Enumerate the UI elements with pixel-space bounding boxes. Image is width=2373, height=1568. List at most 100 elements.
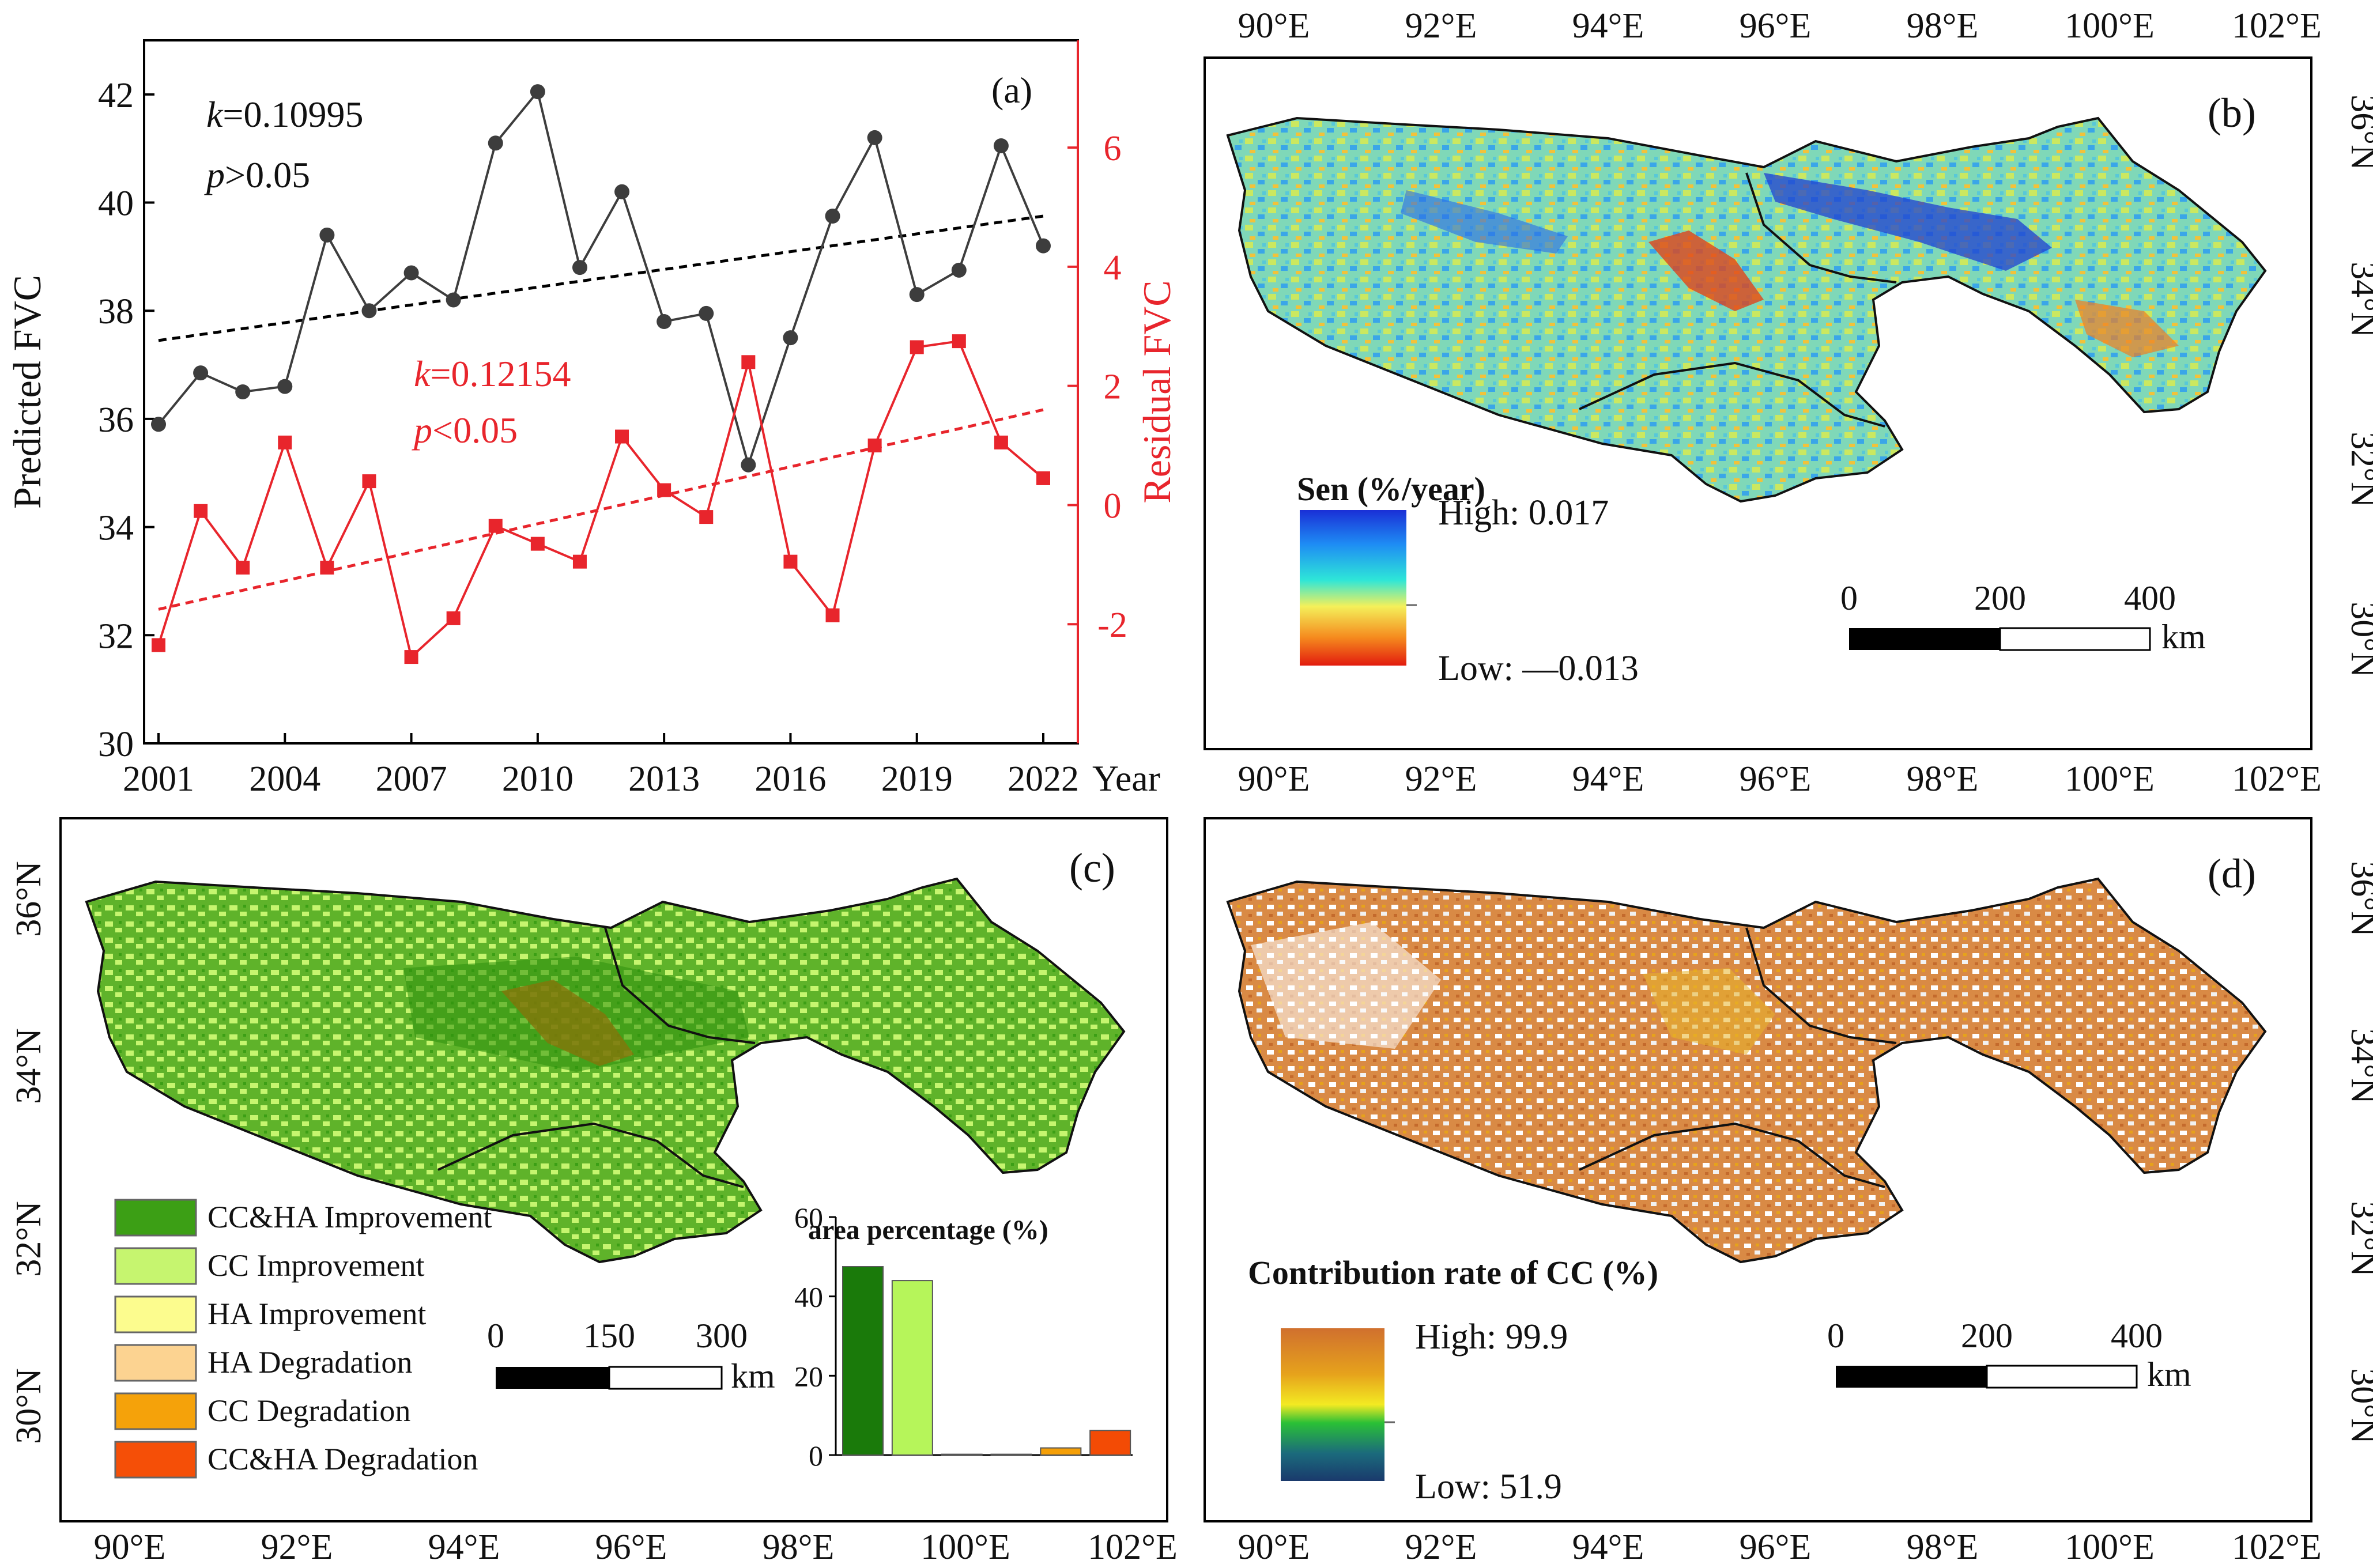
point-predicted-2001 xyxy=(151,417,166,432)
x-axis-label: Year xyxy=(1092,758,1160,799)
x-tick-label: 2004 xyxy=(249,760,320,799)
scale-bar-white xyxy=(1999,627,2151,651)
legend-label: CC&HA Improvement xyxy=(208,1200,492,1234)
inset-bar-3 xyxy=(990,1453,1032,1456)
d-lon-92: 92°E xyxy=(1405,1528,1477,1567)
d-lon-102: 102°E xyxy=(2232,1528,2322,1567)
c-lon-92: 92°E xyxy=(261,1528,333,1567)
point-residual-2002 xyxy=(194,504,208,518)
b-top-lon-90: 90°E xyxy=(1238,6,1310,46)
legend-swatch xyxy=(114,1392,197,1430)
point-residual-2022 xyxy=(1036,471,1050,485)
cc-high-label: High: 99.9 xyxy=(1415,1317,1568,1357)
point-predicted-2006 xyxy=(361,303,377,319)
d-lon-100: 100°E xyxy=(2065,1528,2155,1567)
scale-tick-0: 0 xyxy=(1827,1317,1844,1355)
inset-bar-5 xyxy=(1089,1430,1131,1456)
point-residual-2014 xyxy=(699,510,714,524)
series-line-left xyxy=(157,89,1044,469)
right-tick-label: -2 xyxy=(1097,606,1127,645)
sen-low-label: Low: —0.013 xyxy=(1438,649,1639,688)
left-tick-label: 42 xyxy=(98,76,134,115)
series-layer xyxy=(151,84,1051,664)
c-lon-90: 90°E xyxy=(94,1528,166,1567)
subregion-boundary xyxy=(1579,361,1885,428)
cc-legend-title: Contribution rate of CC (%) xyxy=(1248,1254,1658,1291)
inset-y-ticks: 0 20 40 60 xyxy=(794,1201,836,1472)
scale-tick-1: 200 xyxy=(1961,1317,2013,1355)
inset-tick-label: 20 xyxy=(794,1360,823,1392)
b-bot-lon-96: 96°E xyxy=(1740,760,1812,799)
p1-annotation: p>0.05 xyxy=(204,154,310,195)
point-predicted-2012 xyxy=(614,184,630,199)
b-top-lon-92: 92°E xyxy=(1405,6,1477,46)
scale-bar-white xyxy=(608,1366,723,1390)
point-residual-2018 xyxy=(867,439,882,453)
legend-label: CC Degradation xyxy=(208,1393,410,1428)
panel-c-frame xyxy=(59,817,1168,1522)
legend-swatch xyxy=(114,1247,197,1285)
scale-bar-d: 0 200 400 km xyxy=(1827,1317,2191,1393)
right-tick-label: 4 xyxy=(1104,248,1122,288)
c-lon-96: 96°E xyxy=(595,1528,667,1567)
point-residual-2016 xyxy=(783,554,798,569)
subregion-boundary xyxy=(437,1122,744,1188)
legend-swatch xyxy=(114,1441,197,1479)
b-top-lon-102: 102°E xyxy=(2232,6,2322,46)
inset-bar-2 xyxy=(941,1453,983,1456)
b-bot-lon-94: 94°E xyxy=(1572,760,1644,799)
scale-tick-0: 0 xyxy=(487,1317,504,1355)
legend-label: CC&HA Degradation xyxy=(208,1442,478,1476)
b-lat-34: 34°N xyxy=(2344,262,2373,338)
panel-b-frame xyxy=(1204,56,2312,750)
x-tick-label: 2010 xyxy=(502,760,574,799)
point-predicted-2002 xyxy=(193,365,209,381)
d-lon-90: 90°E xyxy=(1238,1528,1310,1567)
point-predicted-2016 xyxy=(783,330,798,346)
c-lat-32: 32°N xyxy=(9,1201,48,1277)
area-percentage-inset: area percentage (%) 0 20 40 60 xyxy=(794,1201,1133,1472)
scale-bar-black xyxy=(496,1367,609,1389)
point-predicted-2021 xyxy=(993,138,1009,153)
panel-d-map: (d) Contribution rate of CC (%) High: 99… xyxy=(1204,817,2373,1567)
scale-tick-1: 150 xyxy=(583,1317,635,1355)
b-top-lon-100: 100°E xyxy=(2065,6,2155,46)
x-axis-ticks: 2001 2004 2007 2010 2013 2016 2019 2022 xyxy=(123,733,1079,799)
trend-lines xyxy=(158,214,1044,611)
point-residual-2015 xyxy=(741,355,756,369)
panel-c-label: (c) xyxy=(1069,845,1115,891)
right-tick-label: 2 xyxy=(1104,368,1122,407)
point-residual-2021 xyxy=(994,435,1008,449)
d-lon-94: 94°E xyxy=(1572,1528,1644,1567)
x-tick-label: 2001 xyxy=(123,760,194,799)
scale-unit: km xyxy=(2161,618,2206,656)
region-boundary xyxy=(1745,927,1897,1044)
d-lat-30: 30°N xyxy=(2344,1368,2373,1444)
region-shape xyxy=(85,877,1126,1264)
point-predicted-2014 xyxy=(699,305,714,321)
legend-label: HA Degradation xyxy=(208,1345,412,1380)
panel-d-frame xyxy=(1204,817,2312,1522)
point-residual-2020 xyxy=(952,334,966,349)
point-residual-2006 xyxy=(362,474,376,489)
b-lat-36: 36°N xyxy=(2344,95,2373,171)
class-legend: CC&HA Improvement CC Improvement HA Improv… xyxy=(114,1199,492,1479)
point-residual-2003 xyxy=(236,561,250,575)
b-bot-lon-92: 92°E xyxy=(1405,760,1477,799)
b-lat-30: 30°N xyxy=(2344,602,2373,678)
point-predicted-2008 xyxy=(446,292,461,308)
d-lat-36: 36°N xyxy=(2344,861,2373,937)
d-lon-96: 96°E xyxy=(1740,1528,1812,1567)
inset-bars xyxy=(835,1217,1133,1456)
scale-tick-0: 0 xyxy=(1840,579,1858,617)
point-residual-2008 xyxy=(446,611,461,625)
legend-swatch xyxy=(114,1199,197,1237)
scale-bar-white xyxy=(1986,1365,2138,1389)
left-axis-ticks: 30 32 34 36 38 40 42 xyxy=(98,76,154,764)
point-predicted-2022 xyxy=(1036,238,1051,254)
panel-b-map: (b) Sen (%/year) High: 0.017 Low: —0.013… xyxy=(1204,6,2373,799)
left-tick-label: 34 xyxy=(98,509,134,548)
west-white-zone xyxy=(1251,922,1441,1049)
point-predicted-2003 xyxy=(235,384,251,399)
inset-tick-label: 60 xyxy=(794,1201,823,1234)
